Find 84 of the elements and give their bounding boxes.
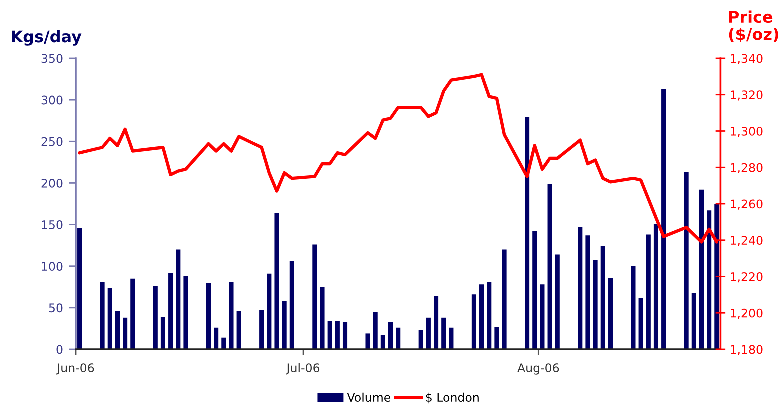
- bar: [449, 328, 454, 350]
- bar: [540, 284, 545, 350]
- bar: [578, 227, 583, 350]
- bar: [153, 286, 158, 350]
- y-tick-label: 300: [42, 96, 63, 105]
- x-tick-label: Jun-06: [56, 364, 94, 375]
- y-tick-label: 250: [42, 137, 63, 146]
- bar: [290, 261, 294, 350]
- bar: [684, 172, 689, 350]
- bar: [342, 322, 348, 350]
- bar: [214, 328, 219, 350]
- bar: [176, 250, 181, 350]
- bar: [707, 210, 712, 350]
- y2-axis-title: Price ($/oz): [729, 10, 778, 42]
- bar: [366, 334, 370, 350]
- bar: [586, 236, 590, 350]
- bar: [692, 292, 696, 350]
- bar: [608, 278, 613, 350]
- y2-tick-label: 1,280: [731, 163, 763, 174]
- y2-tick-label: 1,320: [731, 90, 763, 101]
- bar: [525, 118, 530, 350]
- y-tick-label: 50: [49, 304, 63, 313]
- y-tick-label: 0: [56, 345, 63, 354]
- bar: [532, 231, 538, 350]
- y-axis-title: Kgs/day: [12, 30, 82, 46]
- bar: [472, 294, 476, 350]
- bar: [548, 184, 552, 350]
- bar: [328, 321, 332, 350]
- bar: [638, 298, 644, 350]
- y-tick-label: 350: [42, 54, 63, 64]
- bar: [100, 282, 105, 350]
- bar: [373, 312, 378, 350]
- bar: [229, 282, 234, 350]
- y-tick-label: 200: [42, 178, 63, 188]
- bar: [206, 282, 212, 350]
- bar: [168, 273, 174, 350]
- bar: [388, 322, 394, 350]
- bar: [184, 276, 188, 350]
- y-tick-label: 150: [42, 220, 63, 230]
- legend-label: Volume: [347, 392, 391, 402]
- bar: [78, 228, 82, 350]
- bar: [282, 301, 287, 350]
- bar: [123, 318, 128, 350]
- bar: [108, 288, 112, 350]
- x-tick-label: Jul-06: [286, 363, 320, 375]
- bar: [654, 224, 659, 350]
- bar: [267, 274, 272, 350]
- bar: [396, 328, 401, 350]
- bar: [115, 311, 120, 350]
- bar: [502, 250, 507, 350]
- legend-label: $ London: [426, 392, 479, 404]
- y-tick-label: 100: [42, 262, 63, 272]
- y2-tick-label: 1,240: [731, 236, 763, 246]
- y2-tick-label: 1,340: [731, 54, 763, 64]
- bar: [442, 318, 446, 350]
- y2-tick-label: 1,200: [731, 308, 763, 319]
- bar: [494, 327, 500, 350]
- bar: [434, 296, 439, 350]
- bar: [600, 246, 606, 350]
- bar: [593, 260, 598, 350]
- bar: [418, 330, 424, 350]
- y2-tick-label: 1,260: [731, 200, 763, 210]
- bar: [426, 318, 431, 350]
- y2-tick-label: 1,180: [731, 345, 763, 356]
- bar: [631, 266, 636, 350]
- bar: [274, 213, 280, 350]
- bar: [555, 254, 560, 350]
- y2-tick-label: 1,220: [731, 272, 763, 283]
- bar: [335, 321, 340, 350]
- bar: [160, 317, 166, 350]
- bar: [646, 234, 651, 350]
- x-tick-label: Aug-06: [518, 364, 560, 375]
- bar: [714, 204, 720, 350]
- bar: [130, 278, 136, 350]
- y2-tick-label: 1,300: [731, 126, 763, 138]
- bar: [312, 244, 318, 350]
- bar: [487, 282, 492, 350]
- bar: [320, 287, 325, 350]
- bar: [260, 310, 264, 350]
- bar: [699, 190, 704, 350]
- bar: [380, 335, 386, 350]
- bar: [480, 284, 484, 350]
- bar: [662, 89, 666, 350]
- bar: [236, 311, 242, 350]
